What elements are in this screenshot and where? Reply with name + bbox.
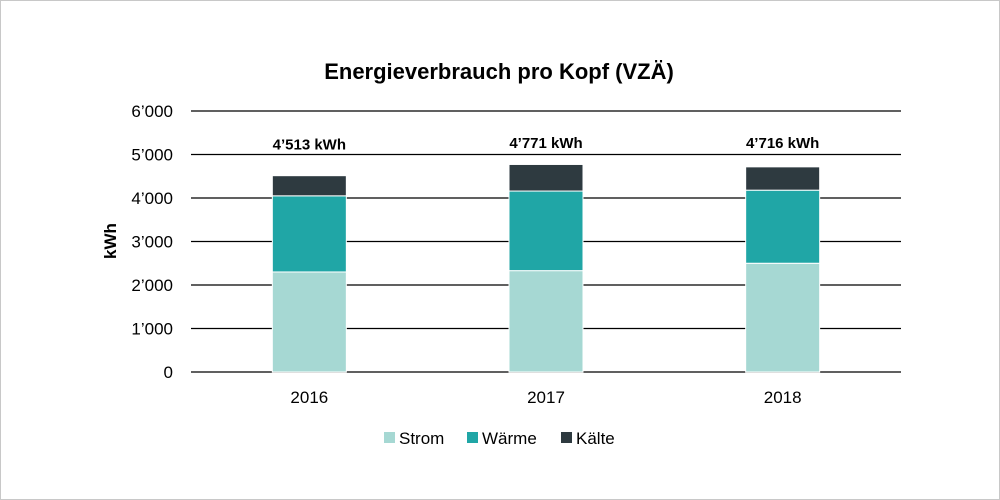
y-tick-label: 5’000 <box>131 146 173 165</box>
y-tick-label: 4’000 <box>131 189 173 208</box>
total-label-2018: 4’716 kWh <box>746 135 819 152</box>
legend-swatch-strom <box>384 432 395 443</box>
bar-strom-2016 <box>271 271 347 373</box>
total-label-2016: 4’513 kWh <box>273 137 346 154</box>
legend-label-wärme: Wärme <box>482 429 537 448</box>
chart-title: Energieverbrauch pro Kopf (VZÄ) <box>324 59 674 84</box>
bar-wärme-2017 <box>508 190 584 272</box>
y-tick-labels: 0 1’000 2’000 3’000 4’000 5’000 6’000 <box>131 102 173 382</box>
bar-strom-2017 <box>508 270 584 373</box>
bar-kälte-2016 <box>271 175 347 197</box>
y-tick-label: 1’000 <box>131 320 173 339</box>
bar-wärme-2018 <box>745 189 821 264</box>
bar-kälte-2017 <box>508 163 584 192</box>
y-tick-label: 2’000 <box>131 276 173 295</box>
legend-swatch-wärme <box>467 432 478 443</box>
legend-label-kälte: Kälte <box>576 429 615 448</box>
y-tick-label: 3’000 <box>131 233 173 252</box>
legend-label-strom: Strom <box>399 429 444 448</box>
x-tick-label-2017: 2017 <box>527 388 565 407</box>
bar-kälte-2018 <box>745 166 821 191</box>
bars <box>271 163 821 373</box>
bar-strom-2018 <box>745 262 821 373</box>
total-label-2017: 4’771 kWh <box>509 135 582 152</box>
total-labels: 4’513 kWh 4’771 kWh 4’716 kWh <box>273 135 820 154</box>
x-tick-label-2016: 2016 <box>290 388 328 407</box>
y-tick-label: 6’000 <box>131 102 173 121</box>
legend-swatch-kälte <box>561 432 572 443</box>
x-tick-label-2018: 2018 <box>764 388 802 407</box>
x-tick-labels: 2016 2017 2018 <box>290 388 801 407</box>
bar-wärme-2016 <box>271 195 347 273</box>
y-axis-label: kWh <box>101 223 120 259</box>
legend: Strom Wärme Kälte <box>384 429 615 448</box>
y-tick-label: 0 <box>164 363 173 382</box>
